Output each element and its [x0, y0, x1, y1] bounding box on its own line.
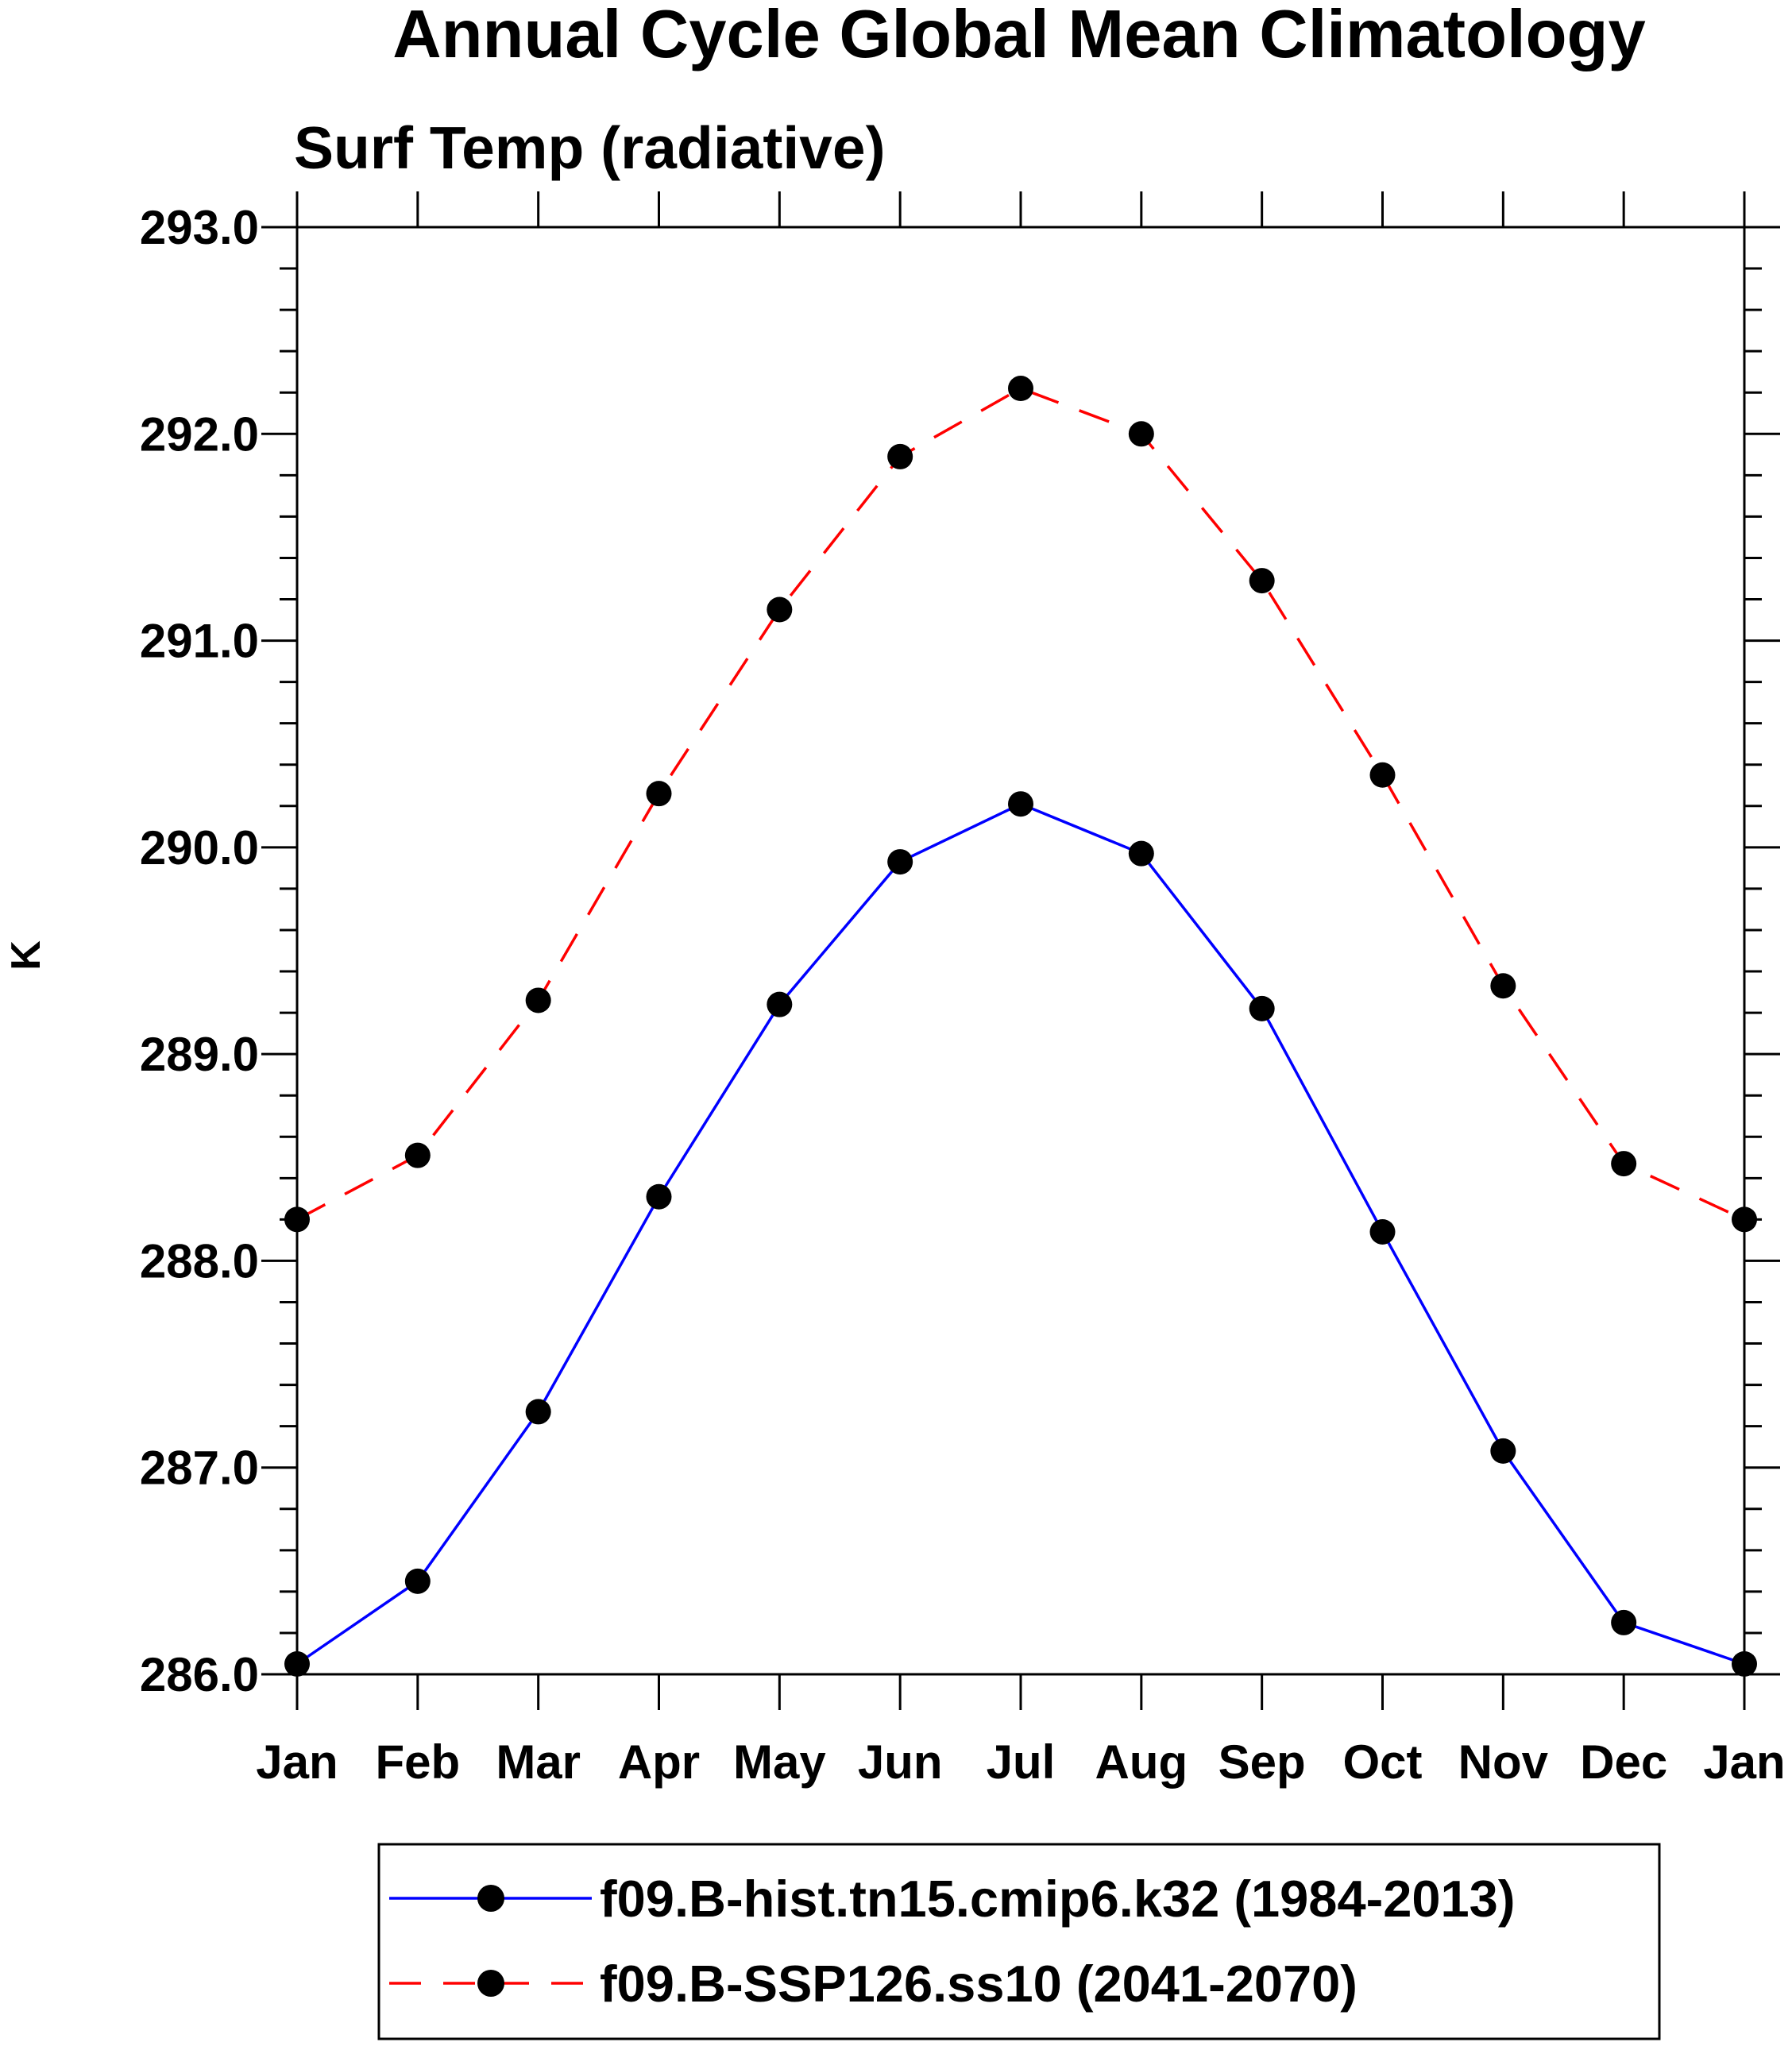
data-point-series-1: [404, 1568, 431, 1594]
data-point-series-1: [1732, 1650, 1757, 1677]
legend-label-series-2: f09.B-SSP126.ss10 (2041-2070): [600, 1955, 1358, 2013]
data-point-series-2: [525, 987, 551, 1013]
data-point-series-1: [1369, 1218, 1396, 1245]
legend: f09.B-hist.tn15.cmip6.k32 (1984-2013) f0…: [377, 1843, 1661, 2040]
y-tick-label: 293.0: [140, 201, 259, 254]
data-point-series-2: [1008, 376, 1033, 402]
data-point-series-2: [646, 781, 672, 807]
data-point-series-2: [1369, 762, 1396, 788]
data-point-series-2: [1128, 421, 1154, 447]
legend-label-series-1: f09.B-hist.tn15.cmip6.k32 (1984-2013): [600, 1870, 1515, 1928]
x-tick-label: Nov: [1458, 1735, 1549, 1789]
chart-title: Annual Cycle Global Mean Climatology: [392, 0, 1645, 72]
legend-marker-series-1: [477, 1885, 504, 1912]
x-tick-label: Oct: [1342, 1735, 1422, 1789]
data-point-series-2: [284, 1206, 310, 1233]
data-point-series-1: [1249, 995, 1275, 1021]
data-point-series-1: [284, 1650, 310, 1677]
x-tick-label: Apr: [618, 1735, 700, 1789]
x-tick-label: Sep: [1218, 1735, 1306, 1789]
data-point-series-1: [525, 1399, 551, 1425]
x-tick-label: Feb: [375, 1735, 460, 1789]
legend-box: [377, 1843, 1661, 2040]
data-point-series-2: [1732, 1206, 1757, 1233]
y-tick-label: 286.0: [140, 1648, 259, 1701]
legend-marker-series-2: [477, 1970, 504, 1997]
y-tick-label: 288.0: [140, 1234, 259, 1287]
y-tick-label: 291.0: [140, 615, 259, 668]
x-tick-label: May: [733, 1735, 826, 1789]
x-tick-label: Jan: [1703, 1735, 1785, 1789]
x-tick-label: Jun: [858, 1735, 943, 1789]
y-tick-label: 289.0: [140, 1028, 259, 1081]
data-point-series-2: [1490, 973, 1516, 999]
data-point-series-1: [646, 1183, 672, 1210]
y-axis-ticks: 286.0 287.0 288.0 289.0 290.0 291.0 292.0 293.0: [140, 201, 1780, 1701]
x-tick-label: Dec: [1580, 1735, 1667, 1789]
x-tick-label: Jul: [987, 1735, 1056, 1789]
x-tick-label: Aug: [1095, 1735, 1188, 1789]
data-point-series-1: [1490, 1438, 1516, 1464]
series-line-1: [296, 802, 1745, 1666]
series-layer: [284, 376, 1757, 1677]
x-tick-label: Mar: [496, 1735, 581, 1789]
y-tick-label: 290.0: [140, 821, 259, 874]
y-axis-label: K: [3, 940, 49, 971]
data-point-series-2: [1249, 568, 1275, 594]
data-point-series-1: [1611, 1609, 1637, 1635]
data-point-series-2: [404, 1142, 431, 1168]
y-tick-label: 287.0: [140, 1442, 259, 1495]
y-tick-label: 292.0: [140, 407, 259, 461]
data-point-series-1: [1128, 840, 1154, 867]
data-point-series-2: [1611, 1151, 1637, 1177]
x-axis-ticks: Jan Feb Mar Apr May Jun Jul Aug Sep Oct Nov Dec Jan: [256, 191, 1786, 1789]
plot-frame: [295, 226, 1746, 1676]
data-point-series-1: [767, 991, 793, 1017]
data-point-series-2: [887, 443, 913, 469]
x-tick-label: Jan: [256, 1735, 338, 1789]
chart-subtitle: Surf Temp (radiative): [294, 114, 886, 181]
data-point-series-2: [767, 596, 793, 623]
data-point-series-1: [1008, 791, 1033, 817]
data-point-series-1: [887, 849, 913, 875]
